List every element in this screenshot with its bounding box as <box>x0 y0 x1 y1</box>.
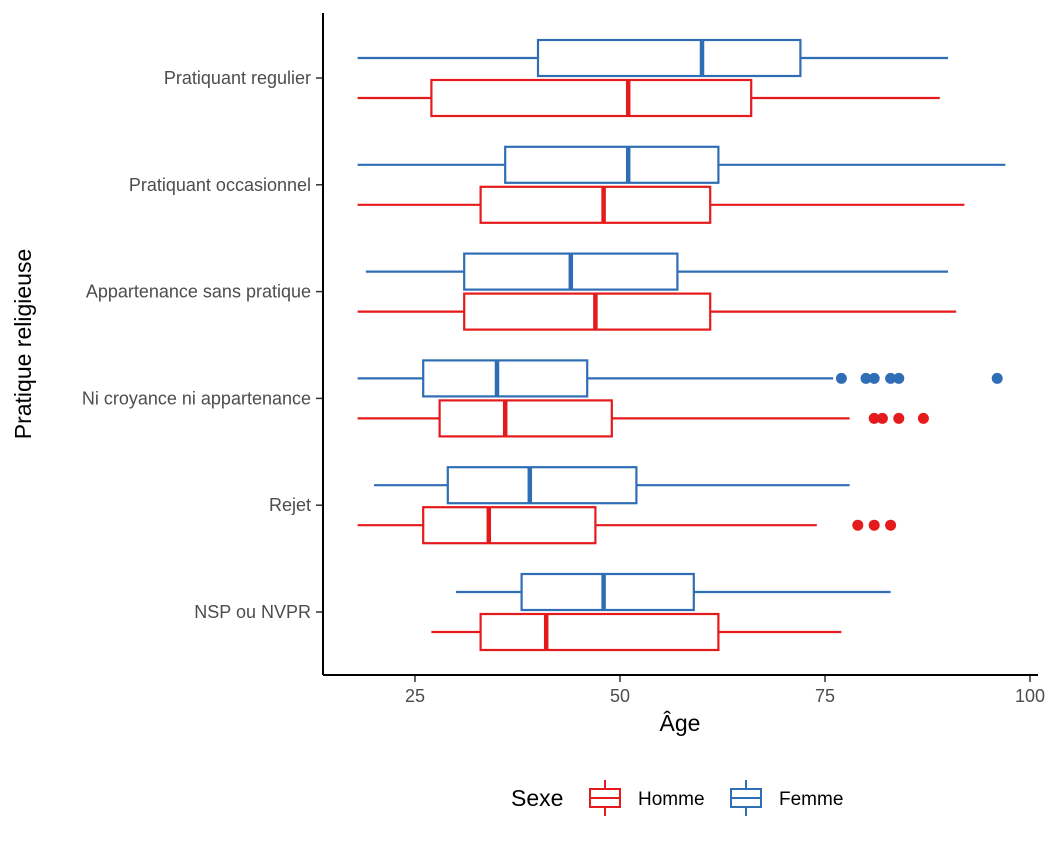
x-tick-label: 25 <box>405 686 425 706</box>
legend-item-homme: Homme <box>589 780 705 816</box>
box-homme <box>431 612 842 652</box>
box-iqr <box>463 292 712 331</box>
box-homme <box>357 292 957 331</box>
outlier-point <box>885 519 897 531</box>
y-ticks <box>316 77 323 613</box>
x-tick-label: 100 <box>1015 686 1045 706</box>
box-femme <box>357 38 948 78</box>
outlier-point <box>868 412 880 424</box>
outlier-point <box>885 372 897 384</box>
y-tick-labels: Pratiquant regulier Pratiquant occasionne… <box>82 68 311 622</box>
box-iqr <box>536 38 802 78</box>
outlier-point <box>835 372 847 384</box>
x-tick-label: 50 <box>610 686 630 706</box>
outlier-point <box>893 412 905 424</box>
x-tick-label: 75 <box>815 686 835 706</box>
x-ticks <box>414 675 1031 682</box>
series-femme <box>357 38 1006 612</box>
box-homme <box>357 506 897 545</box>
box-femme <box>357 359 1003 398</box>
box-iqr <box>520 572 695 612</box>
y-tick-label: Rejet <box>269 495 311 515</box>
legend: Sexe Homme Femme <box>511 780 843 816</box>
y-tick-label: Appartenance sans pratique <box>86 282 311 302</box>
box-iqr <box>422 359 589 398</box>
box-iqr <box>422 506 597 545</box>
box-iqr <box>479 612 720 652</box>
x-axis-title: Âge <box>660 710 701 736</box>
box-femme <box>374 466 850 505</box>
outlier-point <box>917 412 929 424</box>
series-homme <box>357 78 965 652</box>
box-homme <box>357 78 940 118</box>
box-series <box>357 38 1006 652</box>
legend-item-femme: Femme <box>730 780 843 816</box>
outlier-point <box>852 519 864 531</box>
box-iqr <box>446 466 638 505</box>
box-femme <box>456 572 891 612</box>
outlier-point <box>893 372 905 384</box>
y-tick-label: NSP ou NVPR <box>194 602 311 622</box>
legend-label: Femme <box>779 789 843 810</box>
outlier-point <box>868 372 880 384</box>
y-tick-label: Pratiquant regulier <box>164 68 311 88</box>
box-iqr <box>430 78 753 118</box>
outlier-point <box>860 372 872 384</box>
box-femme <box>365 252 948 291</box>
legend-title: Sexe <box>511 785 563 811</box>
box-iqr <box>504 145 720 184</box>
box-iqr <box>479 185 712 224</box>
box-femme <box>357 145 1006 184</box>
y-tick-label: Ni croyance ni appartenance <box>82 388 311 408</box>
y-axis-title: Pratique religieuse <box>10 249 36 440</box>
box-homme <box>357 399 929 438</box>
y-tick-label: Pratiquant occasionnel <box>129 175 311 195</box>
x-tick-labels: 25 50 75 100 <box>405 686 1045 706</box>
outlier-point <box>868 519 880 531</box>
box-homme <box>357 185 965 224</box>
legend-label: Homme <box>638 789 705 810</box>
outlier-point <box>876 412 888 424</box>
box-iqr <box>438 399 613 438</box>
outlier-point <box>991 372 1003 384</box>
